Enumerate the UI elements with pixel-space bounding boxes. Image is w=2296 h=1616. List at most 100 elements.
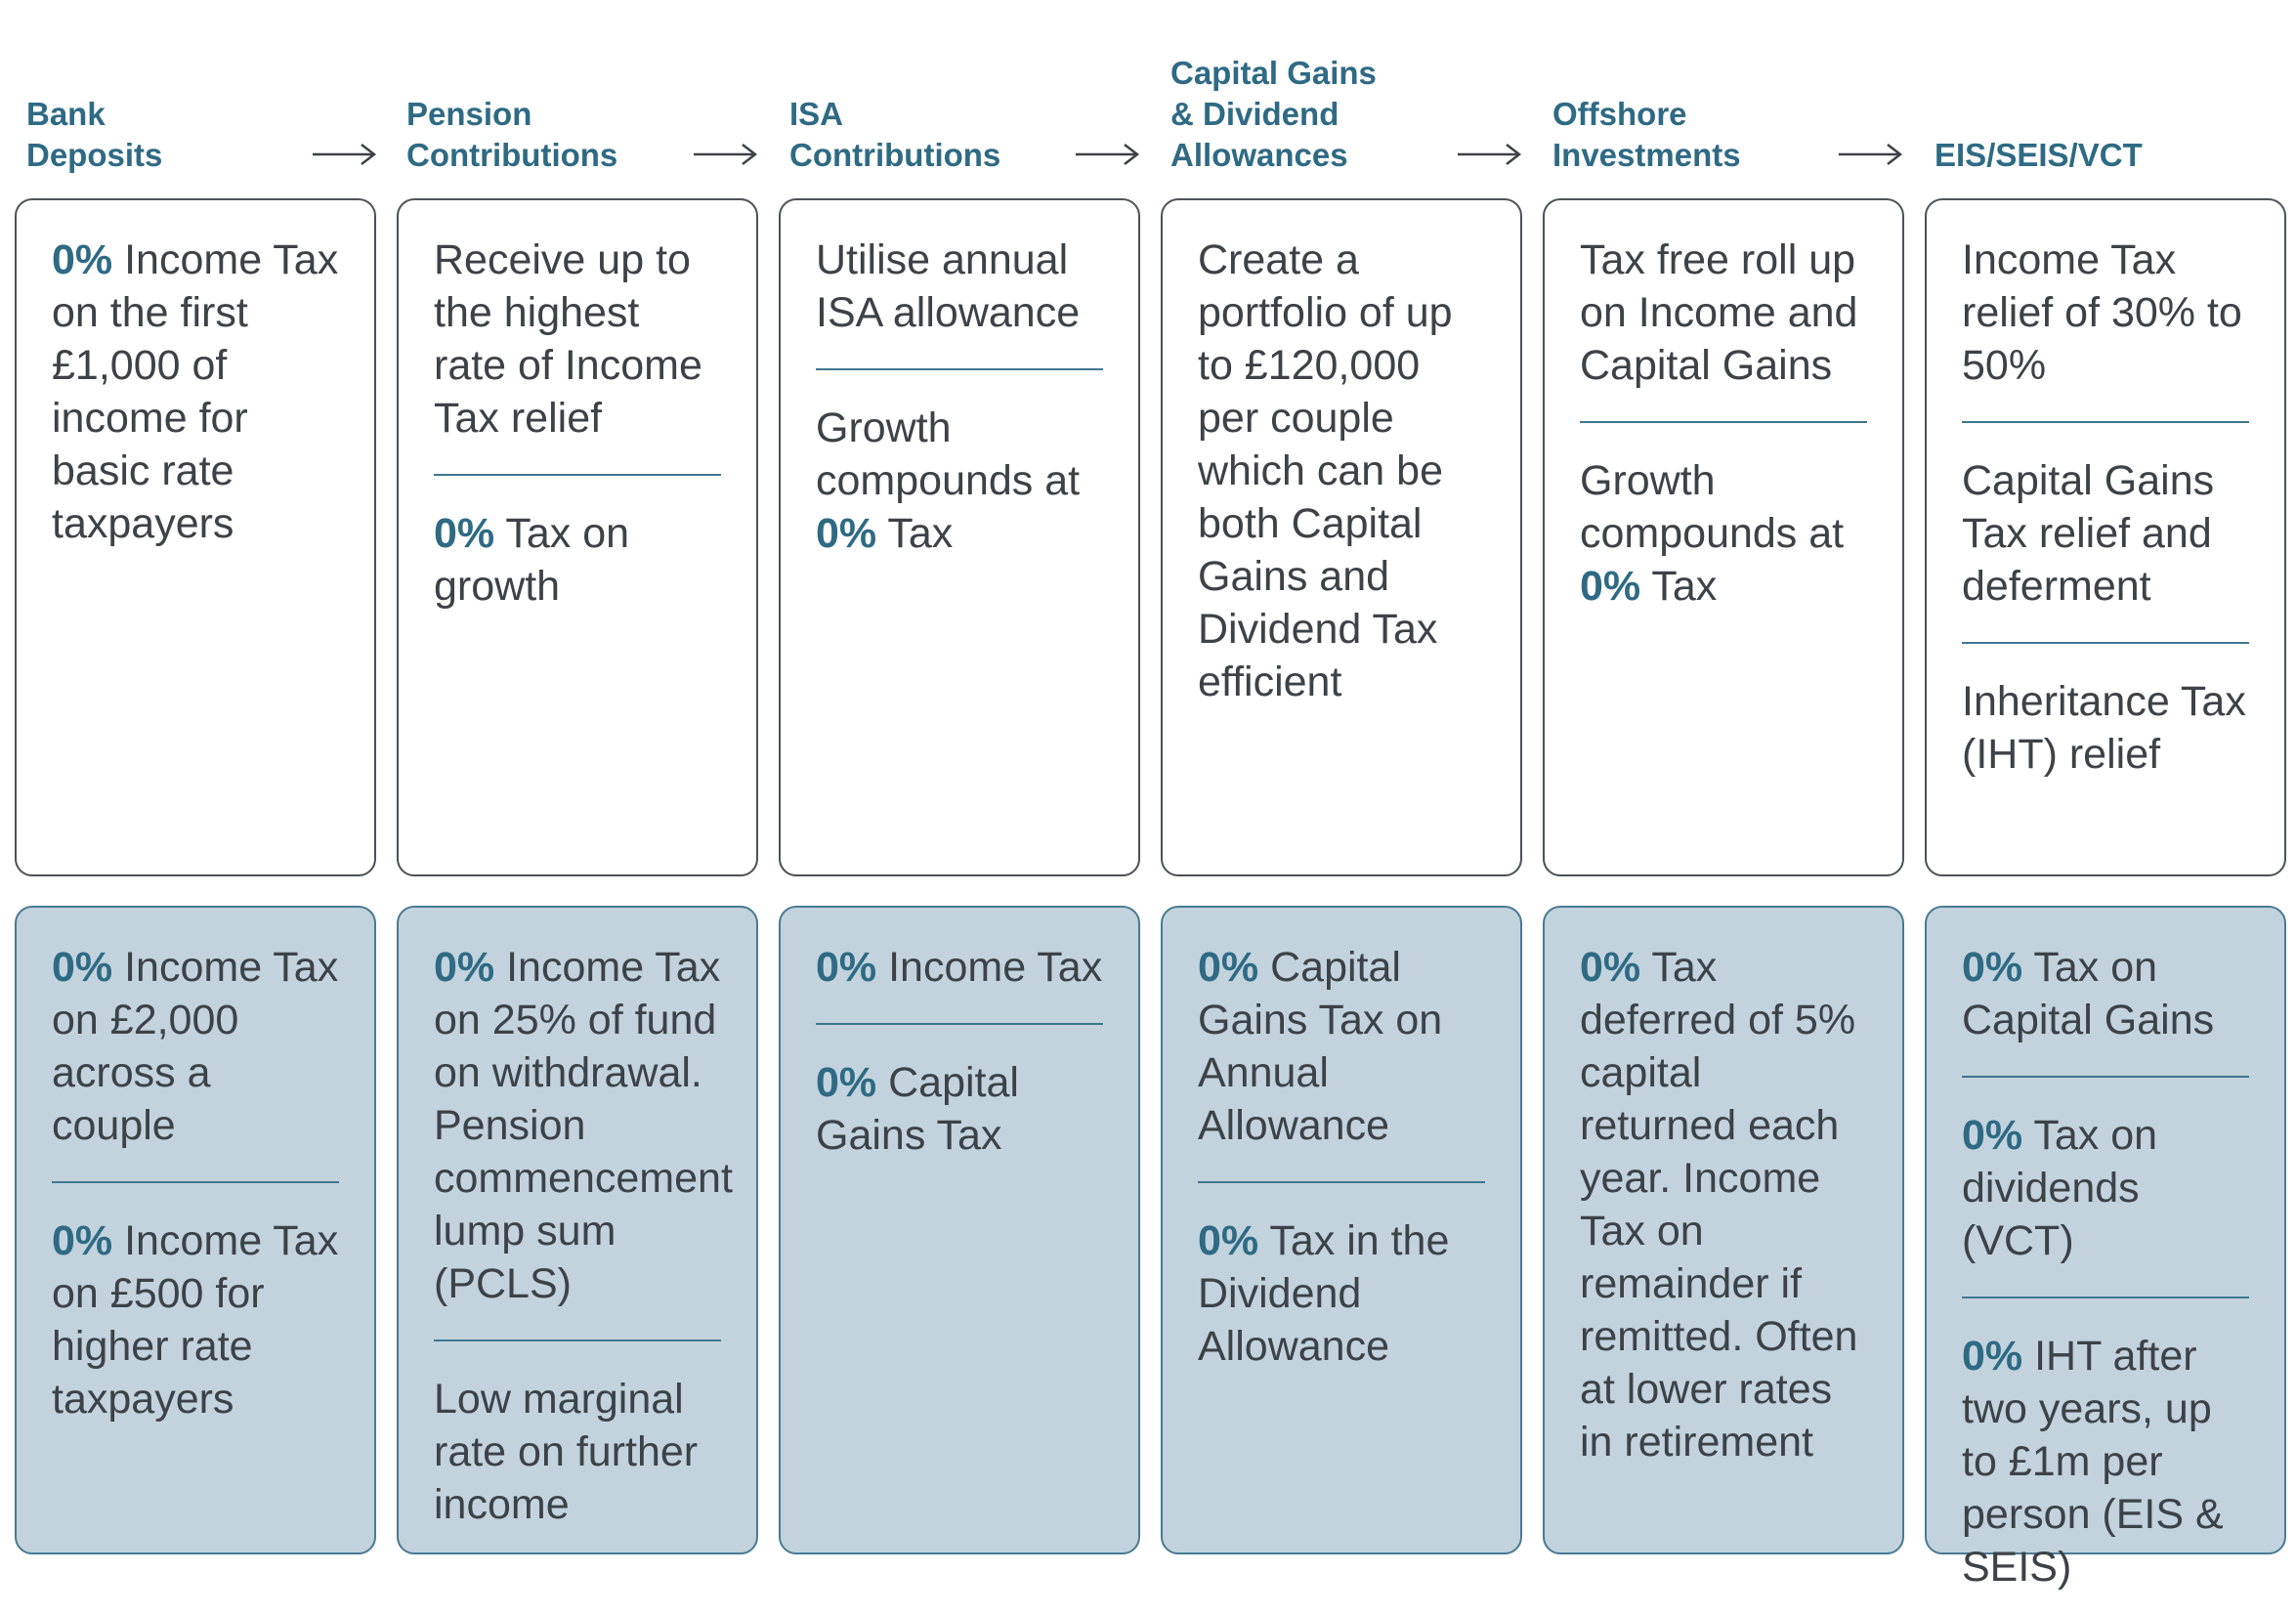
arrow-right-icon — [692, 140, 760, 169]
column-header: Bank Deposits — [26, 49, 319, 176]
section-divider — [434, 474, 721, 476]
tax-outcome-box: 0% Income Tax 0% Capital Gains Tax — [779, 906, 1140, 1554]
section-text: Income Tax on the first £1,000 of income… — [52, 236, 339, 547]
section-text: IHT after two years, up to £1m per perso… — [1962, 1333, 2224, 1591]
tax-outcome-box: 0% Tax on Capital Gains 0% Tax on dividen… — [1925, 906, 2286, 1591]
zero-percent-highlight: 0% — [434, 510, 495, 557]
section-text: Income Tax — [876, 944, 1103, 991]
section-text: Low marginal rate on further income — [434, 1376, 699, 1528]
section-text: Tax deferred of 5% capital returned each… — [1580, 944, 1858, 1466]
benefit-box: Utilise annual ISA allowance Growth compo… — [779, 198, 1140, 876]
zero-percent-highlight: 0% — [816, 944, 877, 991]
column-header: Offshore Investments — [1552, 49, 1846, 176]
box-section: Growth compounds at 0% Tax — [816, 402, 1103, 560]
section-divider — [434, 1340, 721, 1341]
column-header-line: Allowances — [1170, 137, 1348, 173]
section-divider — [1962, 1076, 2249, 1078]
column-header-line: Contributions — [406, 137, 618, 173]
box-section: Tax free roll up on Income and Capital G… — [1580, 234, 1867, 392]
tax-outcome-box: 0% Income Tax on 25% of fund on withdraw… — [397, 906, 758, 1554]
zero-percent-highlight: 0% — [1580, 944, 1641, 991]
section-divider — [1962, 1297, 2249, 1298]
zero-percent-highlight: 0% — [52, 944, 113, 991]
zero-percent-highlight: 0% — [1962, 944, 2023, 991]
section-text-lead: Growth compounds at — [816, 404, 1081, 504]
column-header-line: Capital Gains — [1170, 55, 1377, 91]
column-header-line: EIS/SEIS/VCT — [1935, 137, 2143, 173]
section-text: Income Tax on £2,000 across a couple — [52, 944, 339, 1149]
section-text: Capital Gains Tax — [816, 1059, 1019, 1159]
box-section: Growth compounds at 0% Tax — [1580, 454, 1867, 613]
section-text: Tax on growth — [434, 510, 630, 610]
section-text: Tax free roll up on Income and Capital G… — [1580, 236, 1858, 389]
zero-percent-highlight: 0% — [52, 1217, 113, 1264]
box-section: 0% Capital Gains Tax — [816, 1056, 1103, 1162]
box-section: Capital Gains Tax relief and deferment — [1962, 454, 2249, 613]
arrow-right-icon — [1456, 140, 1524, 169]
section-text: Inheritance Tax (IHT) relief — [1962, 678, 2246, 778]
arrow-right-icon — [1837, 140, 1905, 169]
box-section: Inheritance Tax (IHT) relief — [1962, 675, 2249, 781]
benefit-box: Create a portfolio of up to £120,000 per… — [1161, 198, 1522, 876]
zero-percent-highlight: 0% — [52, 236, 113, 283]
section-divider — [816, 368, 1103, 370]
box-section: 0% Income Tax on the first £1,000 of inc… — [52, 234, 339, 550]
benefit-box: Tax free roll up on Income and Capital G… — [1543, 198, 1904, 876]
box-section: 0% Income Tax on £500 for higher rate ta… — [52, 1214, 339, 1425]
benefit-box: 0% Income Tax on the first £1,000 of inc… — [15, 198, 376, 876]
box-section: 0% Tax deferred of 5% capital returned e… — [1580, 941, 1867, 1468]
section-divider — [1198, 1181, 1485, 1183]
box-section: 0% Tax in the Dividend Allowance — [1198, 1214, 1485, 1373]
section-divider — [1962, 421, 2249, 423]
zero-percent-highlight: 0% — [1580, 563, 1641, 610]
box-section: 0% Income Tax on 25% of fund on withdraw… — [434, 941, 733, 1310]
box-section: Utilise annual ISA allowance — [816, 234, 1103, 339]
tax-outcome-box: 0% Income Tax on £2,000 across a couple 0… — [15, 906, 376, 1554]
section-text: Tax on Capital Gains — [1962, 944, 2215, 1043]
box-section: 0% Tax on Capital Gains — [1962, 941, 2249, 1046]
column-header-line: Pension — [406, 96, 532, 132]
zero-percent-highlight: 0% — [1198, 944, 1259, 991]
column-header-line: Bank — [26, 96, 106, 132]
section-text: Tax on dividends (VCT) — [1962, 1112, 2158, 1264]
box-section: Low marginal rate on further income — [434, 1373, 721, 1531]
column-header-line: Deposits — [26, 137, 163, 173]
section-divider — [52, 1181, 339, 1183]
box-section: 0% IHT after two years, up to £1m per pe… — [1962, 1330, 2249, 1594]
box-section: Create a portfolio of up to £120,000 per… — [1198, 234, 1485, 708]
column-header-line: Contributions — [789, 137, 1001, 173]
box-section: Income Tax relief of 30% to 50% — [1962, 234, 2249, 392]
box-section: 0% Income Tax on £2,000 across a couple — [52, 941, 339, 1152]
zero-percent-highlight: 0% — [1962, 1333, 2023, 1380]
section-text: Tax — [876, 510, 954, 557]
section-text: Capital Gains Tax relief and deferment — [1962, 457, 2215, 610]
zero-percent-highlight: 0% — [816, 510, 877, 557]
zero-percent-highlight: 0% — [816, 1059, 877, 1106]
zero-percent-highlight: 0% — [434, 944, 495, 991]
section-text: Utilise annual ISA allowance — [816, 236, 1081, 336]
zero-percent-highlight: 0% — [1198, 1217, 1259, 1264]
column-header-line: Investments — [1552, 137, 1741, 173]
benefit-box: Receive up to the highest rate of Income… — [397, 198, 758, 876]
section-divider — [1962, 642, 2249, 644]
tax-outcome-box: 0% Tax deferred of 5% capital returned e… — [1543, 906, 1904, 1554]
box-section: 0% Tax on dividends (VCT) — [1962, 1109, 2249, 1267]
arrow-right-icon — [1074, 140, 1142, 169]
section-text: Tax in the Dividend Allowance — [1198, 1217, 1450, 1370]
column-header: ISA Contributions — [789, 49, 1083, 176]
arrow-right-icon — [311, 140, 379, 169]
column-header: Capital Gains & Dividend Allowances — [1170, 49, 1464, 176]
column-header: Pension Contributions — [406, 49, 700, 176]
section-text: Receive up to the highest rate of Income… — [434, 236, 702, 442]
zero-percent-highlight: 0% — [1962, 1112, 2023, 1159]
section-text: Income Tax relief of 30% to 50% — [1962, 236, 2242, 389]
section-text: Capital Gains Tax on Annual Allowance — [1198, 944, 1443, 1149]
column-header-line: & Dividend — [1170, 96, 1339, 132]
column-header: EIS/SEIS/VCT — [1935, 49, 2228, 176]
box-section: 0% Capital Gains Tax on Annual Allowance — [1198, 941, 1485, 1152]
box-section: 0% Income Tax — [816, 941, 1103, 994]
section-text: Create a portfolio of up to £120,000 per… — [1198, 236, 1453, 705]
box-section: Receive up to the highest rate of Income… — [434, 234, 721, 445]
section-text: Tax — [1640, 563, 1718, 610]
benefit-box: Income Tax relief of 30% to 50% Capital G… — [1925, 198, 2286, 876]
